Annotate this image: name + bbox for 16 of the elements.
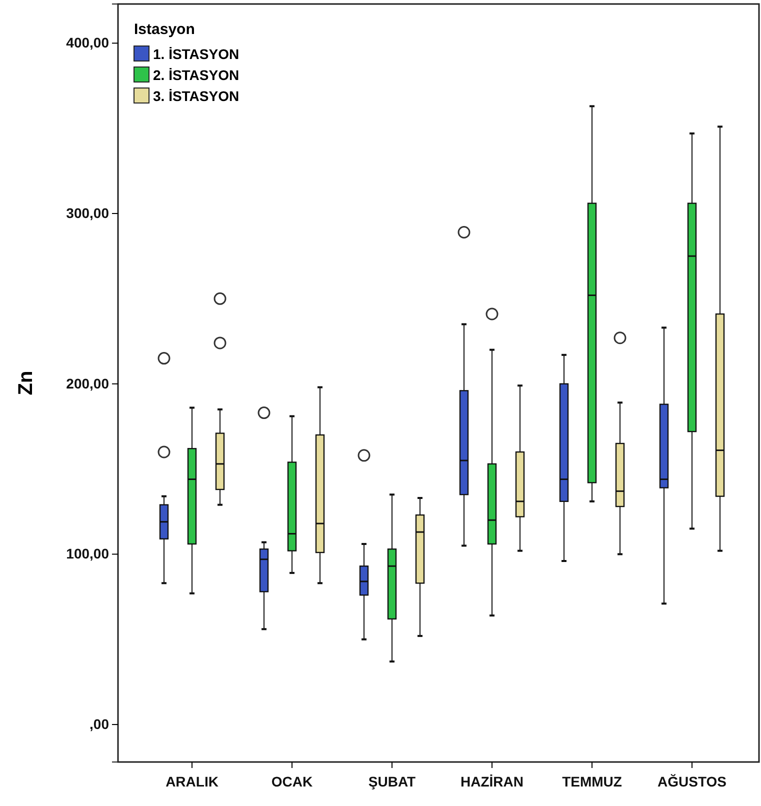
y-tick-label: 400,00 bbox=[66, 34, 110, 51]
x-tick-label: ŞUBAT bbox=[368, 773, 416, 790]
y-tick-label: 200,00 bbox=[66, 375, 110, 392]
legend-label: 3. İSTASYON bbox=[153, 88, 240, 104]
legend-label: 1. İSTASYON bbox=[153, 46, 240, 62]
x-tick-label: HAZİRAN bbox=[460, 773, 524, 790]
x-tick-label: AĞUSTOS bbox=[658, 773, 726, 790]
x-tick-label: OCAK bbox=[271, 773, 313, 790]
y-tick-label: 100,00 bbox=[66, 546, 110, 562]
x-tick-label: ARALIK bbox=[166, 773, 218, 790]
legend-label: 2. İSTASYON bbox=[153, 67, 240, 83]
y-tick-label: 300,00 bbox=[66, 204, 110, 221]
x-tick-label: TEMMUZ bbox=[562, 773, 622, 790]
y-tick-label: ,00 bbox=[90, 716, 110, 732]
legend-title: Istasyon bbox=[134, 21, 195, 38]
y-axis-title: Zn bbox=[15, 370, 37, 396]
